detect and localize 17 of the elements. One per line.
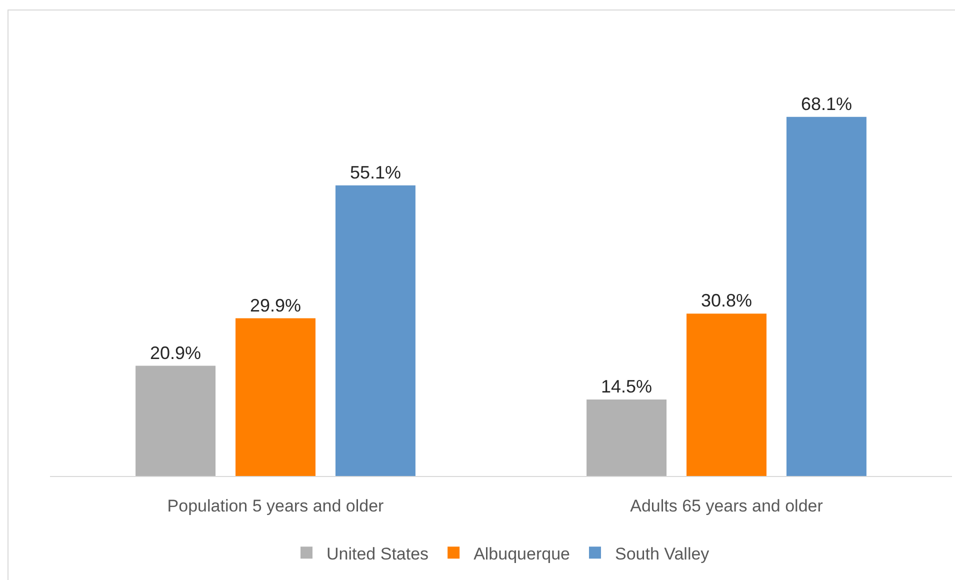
bar [335,185,416,476]
x-tick-label: Population 5 years and older [167,496,384,516]
bar [236,318,316,476]
data-label: 20.9% [150,342,202,363]
bar [786,116,866,476]
legend-label: South Valley [614,544,710,564]
data-label: 55.1% [350,162,401,182]
x-tick-label: Adults 65 years and older [630,496,824,516]
bar [586,400,667,476]
legend-label: Albuquerque [474,544,570,564]
data-label: 30.8% [700,290,752,311]
data-label: 14.5% [601,376,652,397]
data-label: 29.9% [250,295,302,316]
legend-label: United States [326,544,429,564]
bar [136,366,216,476]
data-label: 68.1% [800,94,852,114]
bar [686,314,766,476]
